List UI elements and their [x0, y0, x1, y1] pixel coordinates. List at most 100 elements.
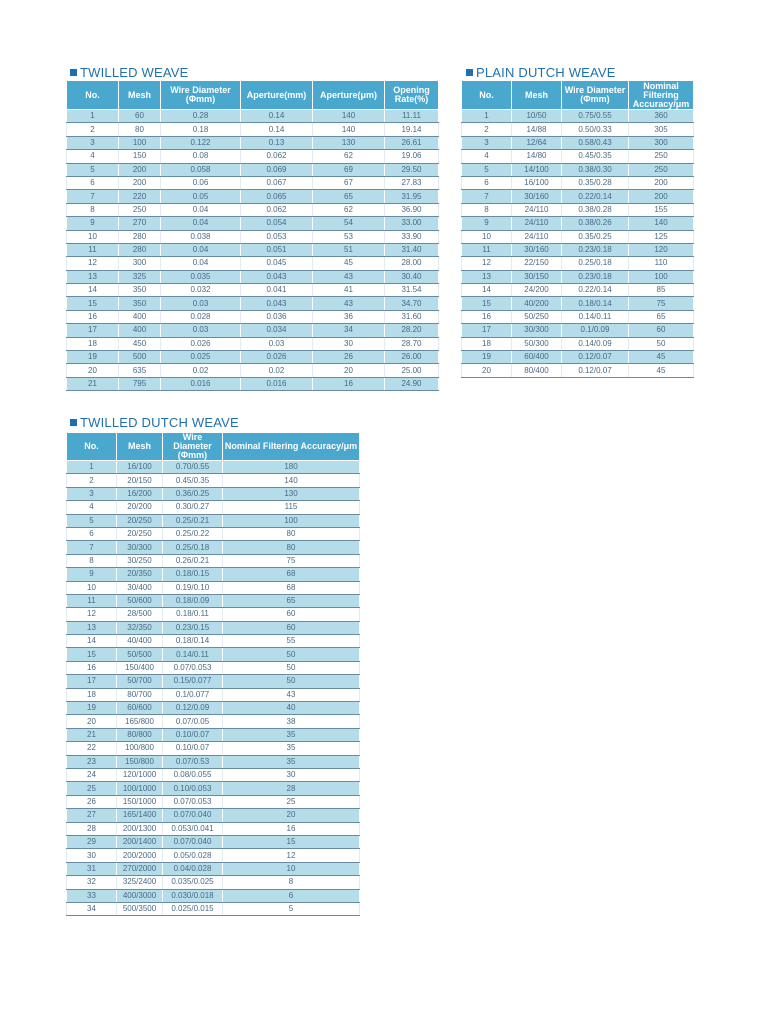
table-cell: 180 — [222, 460, 360, 475]
table-cell: 8 — [461, 203, 512, 218]
table-row: 13 325 0.035 0.043 43 30.40 — [66, 270, 439, 285]
table-cell: 140 — [222, 473, 360, 488]
table-cell: 30/300 — [116, 540, 163, 555]
table-cell: 11.11 — [384, 109, 439, 124]
table-cell: 0.03 — [160, 323, 241, 338]
table-cell: 33.00 — [384, 216, 439, 231]
table-cell: 0.034 — [240, 323, 313, 338]
table-cell: 1 — [66, 109, 119, 124]
table-cell: 4 — [461, 149, 512, 164]
table-cell: 20/250 — [116, 527, 163, 542]
table-cell: 0.065 — [240, 189, 313, 204]
table-cell: 25.00 — [384, 363, 439, 378]
table-cell: 400/3000 — [116, 889, 163, 903]
table-cell: 20 — [312, 363, 385, 378]
table-row: 14 24/200 0.22/0.14 85 — [461, 283, 694, 298]
table-cell: 69 — [312, 163, 385, 177]
twilled-weave-table: No. Mesh Wire Diameter (Φmm) Aperture(mm) Ap… — [66, 80, 439, 392]
table-cell: 19 — [66, 350, 119, 365]
column-header: Wire Diameter (Φmm) — [162, 432, 223, 461]
table-cell: 3 — [66, 487, 117, 502]
table-row: 19 60/400 0.12/0.07 45 — [461, 350, 694, 365]
table-cell: 26 — [66, 795, 117, 810]
table-cell: 0.035 — [160, 270, 241, 285]
table-cell: 35 — [222, 755, 360, 769]
table-cell: 5 — [461, 163, 512, 177]
table-cell: 0.12/0.07 — [561, 350, 629, 365]
table-cell: 250 — [628, 149, 694, 164]
table-row: 16 150/400 0.07/0.053 50 — [66, 661, 360, 676]
table-cell: 150/800 — [116, 755, 163, 769]
table-cell: 12 — [66, 256, 119, 271]
column-header: No. — [66, 80, 119, 110]
plain-dutch-weave-table: No. Mesh Wire Diameter (Φmm) Nominal Filter… — [461, 80, 694, 378]
column-header: Opening Rate(%) — [384, 80, 439, 110]
table-cell: 16/200 — [116, 487, 163, 502]
table-cell: 32 — [66, 875, 117, 890]
table-cell: 30/150 — [511, 270, 562, 285]
table-cell: 130 — [222, 487, 360, 502]
table-cell: 28.20 — [384, 323, 439, 338]
table-cell: 2 — [66, 122, 119, 137]
table-cell: 5 — [222, 902, 360, 917]
table-cell: 250 — [628, 163, 694, 177]
table-cell: 29.50 — [384, 163, 439, 177]
table-cell: 120/1000 — [116, 768, 163, 783]
table-row: 19 60/600 0.12/0.09 40 — [66, 701, 360, 716]
table-cell: 17 — [461, 323, 512, 338]
table-cell: 15 — [461, 296, 512, 311]
table-cell: 8 — [66, 203, 119, 218]
table-cell: 67 — [312, 176, 385, 191]
table-cell: 16/100 — [511, 176, 562, 191]
table-cell: 5 — [66, 163, 119, 177]
table-cell: 0.26/0.21 — [162, 554, 223, 569]
table-cell: 450 — [118, 337, 161, 352]
table-cell: 19.06 — [384, 149, 439, 164]
table-cell: 0.07/0.53 — [162, 755, 223, 769]
table-cell: 100/1000 — [116, 781, 163, 796]
table-cell: 0.04/0.028 — [162, 862, 223, 877]
table-cell: 60 — [222, 607, 360, 622]
table-cell: 140 — [628, 216, 694, 231]
table-cell: 0.36/0.25 — [162, 487, 223, 502]
table-row: 5 14/100 0.38/0.30 250 — [461, 163, 694, 177]
table-row: 16 50/250 0.14/0.11 65 — [461, 310, 694, 325]
table-row: 14 40/400 0.18/0.14 55 — [66, 634, 360, 649]
table-cell: 0.18/0.14 — [561, 296, 629, 311]
table-cell: 30/160 — [511, 243, 562, 258]
table-cell: 0.043 — [240, 270, 313, 285]
table-cell: 350 — [118, 283, 161, 298]
table-cell: 50 — [222, 647, 360, 662]
table-row: 2 80 0.18 0.14 140 19.14 — [66, 122, 439, 137]
table-cell: 31.60 — [384, 310, 439, 325]
table-cell: 500 — [118, 350, 161, 365]
table-cell: 41 — [312, 283, 385, 298]
table-cell: 130 — [312, 136, 385, 151]
table-cell: 25 — [222, 795, 360, 810]
table-cell: 50 — [222, 674, 360, 689]
table-cell: 5 — [66, 514, 117, 528]
table-cell: 24/110 — [511, 203, 562, 218]
table-cell: 0.032 — [160, 283, 241, 298]
table-row: 8 250 0.04 0.062 62 36.90 — [66, 203, 439, 218]
table-cell: 30 — [66, 848, 117, 863]
table-row: 9 270 0.04 0.054 54 33.00 — [66, 216, 439, 231]
table-cell: 30/160 — [511, 189, 562, 204]
table-cell: 0.12/0.07 — [561, 363, 629, 378]
table-cell: 10 — [66, 230, 119, 244]
column-header: Mesh — [116, 432, 163, 461]
table-cell: 50/300 — [511, 337, 562, 352]
table-cell: 20 — [66, 363, 119, 378]
table-cell: 0.1/0.077 — [162, 688, 223, 703]
table-cell: 0.15/0.077 — [162, 674, 223, 689]
table-cell: 30 — [312, 337, 385, 352]
table-cell: 34 — [312, 323, 385, 338]
table-cell: 0.058 — [160, 163, 241, 177]
table-cell: 15 — [222, 835, 360, 850]
table-row: 15 350 0.03 0.043 43 34.70 — [66, 296, 439, 311]
table-cell: 33 — [66, 889, 117, 903]
table-cell: 26 — [312, 350, 385, 365]
table-cell: 140 — [312, 109, 385, 124]
table-cell: 0.18/0.11 — [162, 607, 223, 622]
table-cell: 0.70/0.55 — [162, 460, 223, 475]
